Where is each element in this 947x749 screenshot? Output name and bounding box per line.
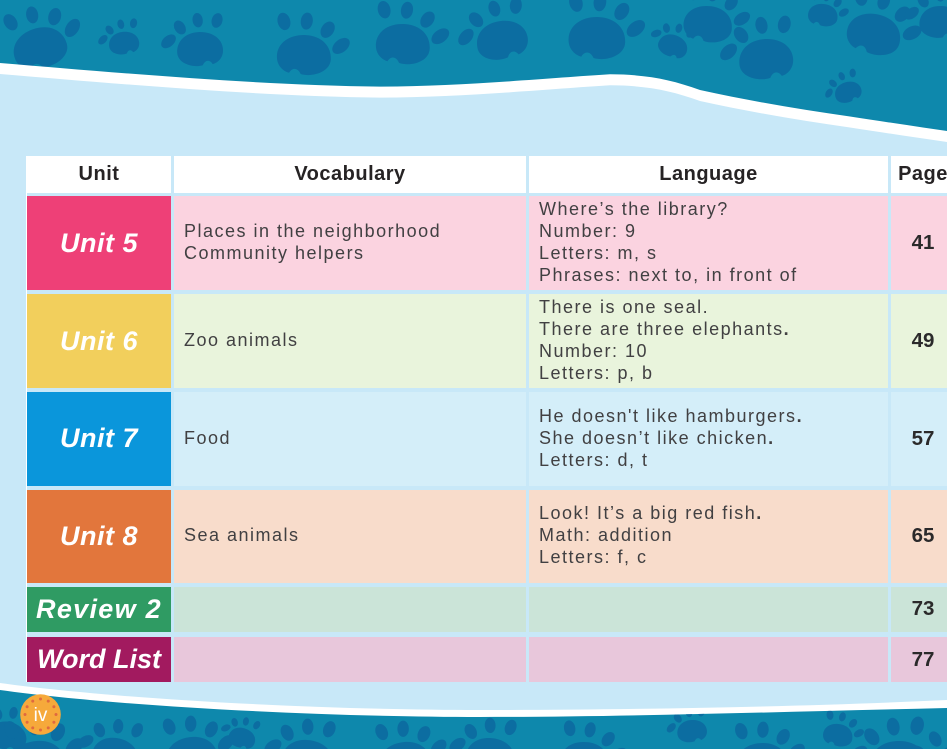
svg-text:iv: iv <box>34 705 48 726</box>
